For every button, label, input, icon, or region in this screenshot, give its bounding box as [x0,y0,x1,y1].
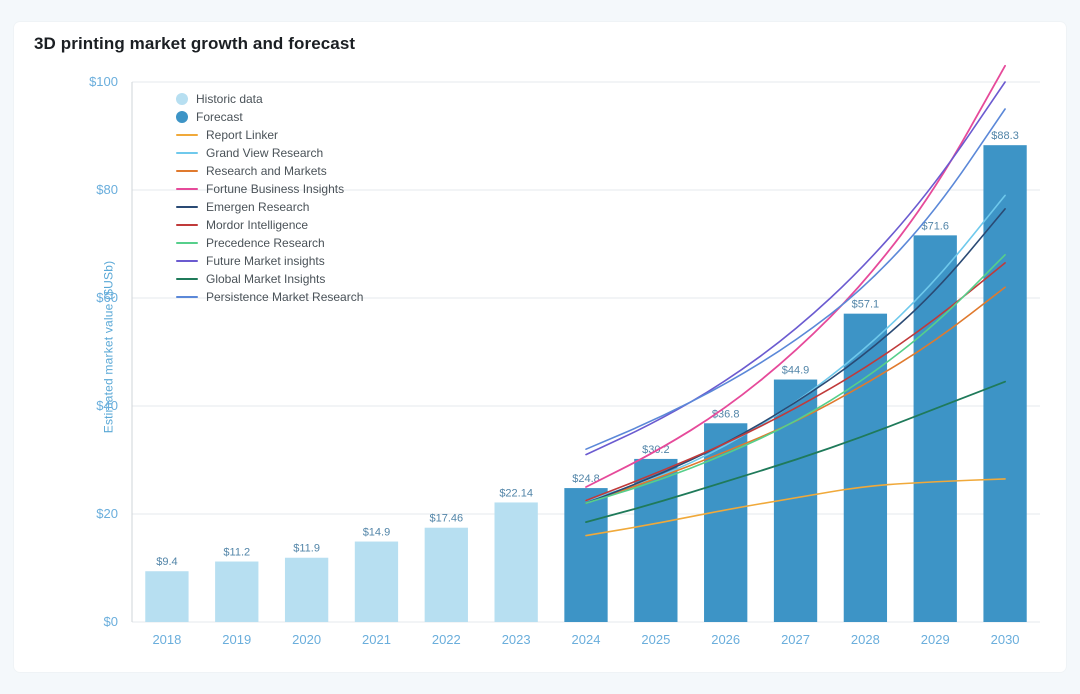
bar-label: $11.2 [223,547,250,559]
bar-label: $11.9 [293,543,320,555]
legend-label: Persistence Market Research [206,288,363,306]
legend-item: Emergen Research [176,198,363,216]
legend-swatch-line [176,152,198,154]
y-tick-label: $80 [96,182,118,197]
bar-label: $71.6 [921,220,949,232]
legend-item: Global Market Insights [176,270,363,288]
y-tick-label: $20 [96,506,118,521]
y-tick-label: $0 [104,614,118,629]
legend-swatch-line [176,206,198,208]
legend-item: Historic data [176,90,363,108]
legend-label: Research and Markets [206,162,327,180]
legend-label: Precedence Research [206,234,325,252]
y-tick-label: $40 [96,398,118,413]
x-tick-label: 2028 [851,632,880,647]
bar-forecast [983,145,1026,622]
legend-item: Mordor Intelligence [176,216,363,234]
bar-label: $14.9 [363,527,391,539]
legend-swatch-line [176,224,198,226]
legend-label: Mordor Intelligence [206,216,308,234]
legend-item: Future Market insights [176,252,363,270]
legend-label: Historic data [196,90,263,108]
bar-historic [145,571,188,622]
legend-item: Precedence Research [176,234,363,252]
bar-label: $22.14 [499,487,533,499]
bar-label: $9.4 [156,556,177,568]
chart-panel: 3D printing market growth and forecast E… [14,22,1066,672]
legend-label: Grand View Research [206,144,323,162]
legend-label: Global Market Insights [206,270,325,288]
legend-item: Report Linker [176,126,363,144]
legend-swatch-line [176,260,198,262]
x-tick-label: 2018 [152,632,181,647]
bar-label: $44.9 [782,365,810,377]
legend-label: Fortune Business Insights [206,180,344,198]
legend-label: Forecast [196,108,243,126]
frame: 3D printing market growth and forecast E… [0,0,1080,694]
x-tick-label: 2030 [991,632,1020,647]
legend-label: Future Market insights [206,252,325,270]
bar-label: $88.3 [991,130,1019,142]
bar-forecast [564,488,607,622]
legend-swatch-line [176,278,198,280]
x-tick-label: 2029 [921,632,950,647]
x-tick-label: 2022 [432,632,461,647]
bar-label: $17.46 [429,513,463,525]
legend-item: Forecast [176,108,363,126]
legend-swatch-line [176,242,198,244]
legend: Historic dataForecastReport LinkerGrand … [176,90,363,306]
y-tick-label: $100 [89,74,118,89]
legend-swatch-dot [176,111,188,123]
x-tick-label: 2023 [502,632,531,647]
legend-item: Grand View Research [176,144,363,162]
legend-swatch-line [176,296,198,298]
bar-label: $57.1 [852,299,880,311]
legend-swatch-line [176,188,198,190]
x-tick-label: 2025 [641,632,670,647]
bar-historic [425,528,468,622]
legend-item: Persistence Market Research [176,288,363,306]
chart-svg: $0 $20 $40 $60 $80 $100 $9.4 2018 $11.2 2019 $11.9… [14,22,1066,672]
legend-swatch-dot [176,93,188,105]
x-tick-label: 2024 [572,632,601,647]
legend-item: Fortune Business Insights [176,180,363,198]
legend-swatch-line [176,134,198,136]
legend-label: Emergen Research [206,198,309,216]
bar-label: $24.8 [572,473,600,485]
legend-label: Report Linker [206,126,278,144]
x-tick-label: 2027 [781,632,810,647]
bar-historic [215,562,258,622]
x-tick-label: 2021 [362,632,391,647]
x-tick-label: 2026 [711,632,740,647]
bar-historic [355,542,398,622]
legend-swatch-line [176,170,198,172]
bar-forecast [914,235,957,622]
x-tick-label: 2019 [222,632,251,647]
bar-historic [495,502,538,622]
legend-item: Research and Markets [176,162,363,180]
x-tick-label: 2020 [292,632,321,647]
y-tick-label: $60 [96,290,118,305]
bar-historic [285,558,328,622]
